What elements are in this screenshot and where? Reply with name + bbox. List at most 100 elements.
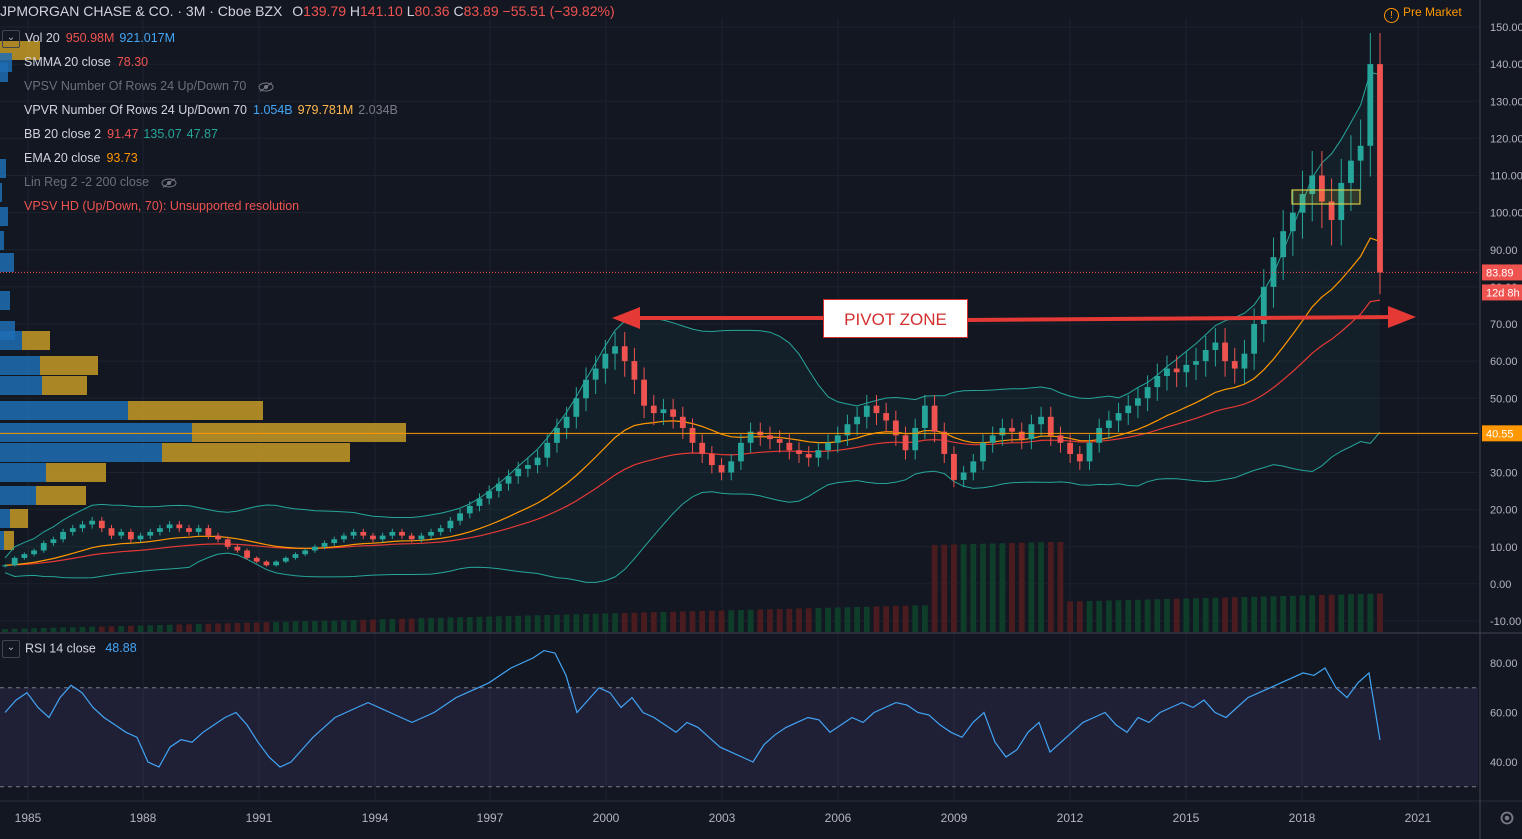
volume-bar <box>1289 595 1296 632</box>
market-status-label: Pre Market <box>1403 5 1462 19</box>
volume-bar <box>418 618 425 632</box>
y-tick-label: 0.00 <box>1490 579 1511 591</box>
volume-bar <box>1173 598 1180 632</box>
candle-body <box>437 528 444 532</box>
volume-profile-up <box>0 401 128 420</box>
candle-body <box>1096 427 1103 443</box>
volume-bar <box>650 612 657 632</box>
candle-body <box>2 565 8 567</box>
candle-body <box>1086 442 1093 462</box>
volume-bar <box>621 613 628 632</box>
volume-profile-up <box>0 207 8 226</box>
volume-bar <box>1125 600 1132 632</box>
candle-body <box>79 524 86 529</box>
volume-bar <box>554 614 560 632</box>
candle-body <box>108 528 115 536</box>
candle-body <box>1144 387 1151 399</box>
volume-bar <box>311 621 318 632</box>
x-tick-label: 1991 <box>246 811 273 825</box>
candle-body <box>1377 64 1383 273</box>
volume-bar <box>108 626 115 632</box>
x-tick-label: 2018 <box>1289 811 1316 825</box>
candle-body <box>515 468 522 477</box>
volume-bar <box>1231 597 1238 632</box>
volume-bar <box>670 611 677 632</box>
candle-body <box>554 427 560 443</box>
volume-bar <box>921 605 928 632</box>
candle-body <box>321 543 328 547</box>
candle-body <box>157 528 163 532</box>
indicator-row[interactable]: EMA 20 close 93.73 <box>0 146 403 170</box>
candle-body <box>166 524 173 529</box>
volume-bar <box>408 618 415 632</box>
volume-bar <box>747 609 754 632</box>
candle-body <box>40 543 47 551</box>
volume-profile-up <box>0 356 40 375</box>
candle-body <box>1076 453 1083 462</box>
candle-body <box>137 535 144 540</box>
candle-body <box>215 535 221 540</box>
volume-profile-down <box>162 443 350 462</box>
indicator-row[interactable]: VPVR Number Of Rows 24 Up/Down 70 1.054B 9… <box>0 98 403 122</box>
eye-hidden-icon[interactable] <box>258 81 274 92</box>
volume-bar <box>1328 594 1335 632</box>
gear-icon[interactable] <box>1495 807 1519 829</box>
volume-bar <box>370 619 376 632</box>
pivot-zone-label[interactable]: PIVOT ZONE <box>823 299 968 338</box>
volume-bar <box>602 613 609 632</box>
indicator-row[interactable]: SMMA 20 close 78.30 <box>0 50 403 74</box>
rsi-band-fill <box>0 687 1478 787</box>
volume-bar <box>1241 597 1248 632</box>
rsi-legend: ⌄ RSI 14 close 48.88 <box>0 640 137 658</box>
chevron-down-icon[interactable]: ⌄ <box>2 640 20 658</box>
indicator-row[interactable]: Lin Reg 2 -2 200 close <box>0 170 403 194</box>
volume-bar <box>1009 543 1015 632</box>
candle-body <box>1125 405 1132 414</box>
indicator-row[interactable]: VPSV Number Of Rows 24 Up/Down 70 <box>0 74 403 98</box>
volume-bar <box>215 623 221 632</box>
volume-bar <box>166 624 173 632</box>
eye-hidden-icon[interactable] <box>161 177 177 188</box>
volume-bar <box>205 623 212 632</box>
rsi-name: RSI 14 close <box>25 641 96 656</box>
chevron-down-icon[interactable]: ⌄ <box>2 29 20 48</box>
candle-body <box>883 413 890 421</box>
x-tick-label: 2006 <box>825 811 852 825</box>
volume-bar <box>757 609 764 632</box>
symbol-header: JPMORGAN CHASE & CO. · 3M · Cboe BZX O13… <box>0 3 615 23</box>
candle-body <box>147 531 154 536</box>
indicator-value: 950.98M <box>65 31 115 45</box>
volume-bar <box>544 615 551 632</box>
candle-body <box>834 435 841 443</box>
candle-body <box>776 439 783 443</box>
volume-profile-down <box>10 509 28 528</box>
market-status[interactable]: ! Pre Market <box>1384 5 1462 23</box>
volume-bar <box>699 611 706 632</box>
volume-bar <box>1086 601 1093 632</box>
x-tick-label: 2021 <box>1405 811 1432 825</box>
candle-body <box>796 450 802 454</box>
volume-bar <box>447 617 454 632</box>
price-label: 12d 8h <box>1486 287 1520 299</box>
x-tick-label: 2012 <box>1057 811 1084 825</box>
candle-body <box>1183 364 1190 373</box>
volume-bar <box>805 608 812 632</box>
axes: 150.00 140.00 130.00 120.00 110.00 100.00 90.0… <box>15 0 1522 839</box>
candle-body <box>282 557 289 562</box>
indicator-row[interactable]: VPSV HD (Up/Down, 70): Unsupported resol… <box>0 194 403 218</box>
y-tick-label: 120.00 <box>1490 133 1522 145</box>
volume-bar <box>1212 597 1219 632</box>
indicator-row[interactable]: ⌄ Vol 20 950.98M 921.017M <box>0 26 403 50</box>
y-tick-label: 130.00 <box>1490 96 1522 108</box>
candle-body <box>534 457 541 466</box>
volume-bars <box>2 542 1383 632</box>
candle-body <box>1318 175 1325 202</box>
volume-bar <box>1338 594 1345 632</box>
candle-body <box>921 405 928 428</box>
indicator-value: 135.07 <box>143 127 182 141</box>
volume-bar <box>1280 596 1287 632</box>
ohlc-low: L80.36 <box>406 3 450 19</box>
symbol-title[interactable]: JPMORGAN CHASE & CO. · 3M · Cboe BZX <box>0 3 283 19</box>
indicator-row[interactable]: BB 20 close 2 91.47 135.07 47.87 <box>0 122 403 146</box>
